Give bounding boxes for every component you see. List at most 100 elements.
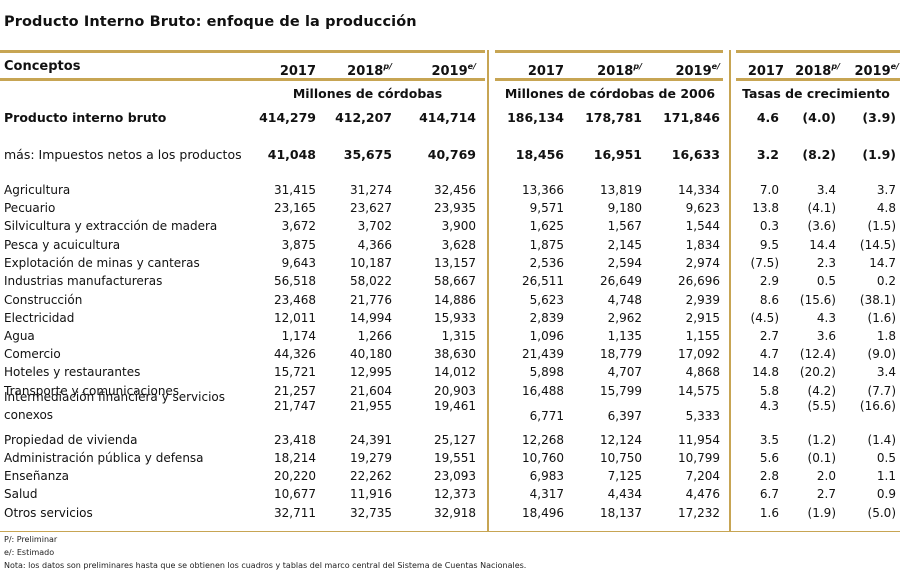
- row-value: 2,594: [607, 256, 642, 270]
- row-value: 26,511: [522, 274, 564, 288]
- table-row: Salud 10,677 11,916 12,373 4,317 4,434 4,476 6.…: [0, 487, 900, 505]
- row-value: 4,868: [685, 365, 720, 379]
- row-value: 4,317: [529, 487, 564, 501]
- table-row: Pecuario 23,165 23,627 23,935 9,571 9,180 9,62…: [0, 201, 900, 219]
- row-label: Producto interno bruto: [4, 110, 167, 125]
- row-value: 18,456: [515, 147, 564, 162]
- row-value: 40,769: [427, 147, 476, 162]
- header-concepts: Conceptos: [4, 59, 81, 74]
- footnote-line: P/: Preliminar: [4, 535, 58, 544]
- row-value: 16,488: [522, 384, 564, 398]
- row-value: 4,707: [607, 365, 642, 379]
- row-value: 7,204: [685, 469, 720, 483]
- table-row: Producto interno bruto 414,279 412,207 414,…: [0, 110, 900, 128]
- table-row: Administración pública y defensa 18,214 19…: [0, 451, 900, 469]
- row-value: (1.6): [867, 311, 896, 325]
- row-value: (5.0): [867, 506, 896, 520]
- row-value: 2.9: [759, 274, 779, 288]
- row-value: 17,092: [678, 347, 720, 361]
- row-value: (12.4): [799, 347, 836, 361]
- row-value: 23,468: [274, 293, 316, 307]
- row-value: (1.9): [862, 147, 896, 162]
- header-g1-2019: 2019e/: [431, 62, 476, 79]
- row-label: Explotación de minas y canteras: [4, 256, 200, 270]
- row-value: 2.0: [816, 469, 836, 483]
- row-value: 2,974: [685, 256, 720, 270]
- row-value: 8.6: [759, 293, 779, 307]
- table-row: Industrias manufactureras 56,518 58,022 58,…: [0, 274, 900, 292]
- row-value: (3.6): [807, 219, 836, 233]
- table-row: Electricidad 12,011 14,994 15,933 2,839 2,962…: [0, 311, 900, 329]
- row-value: 11,916: [350, 487, 392, 501]
- row-value: 7.0: [759, 183, 779, 197]
- header-g1-2017: 2017: [279, 64, 316, 79]
- row-value: 23,627: [350, 201, 392, 215]
- row-value: 178,781: [585, 110, 642, 125]
- row-value: 10,799: [678, 451, 720, 465]
- row-value: 2.7: [816, 487, 836, 501]
- row-value: 40,180: [350, 347, 392, 361]
- row-value: 4,366: [357, 238, 392, 252]
- row-value: 31,415: [274, 183, 316, 197]
- row-value: 4.7: [759, 347, 779, 361]
- table-row: Otros servicios 32,711 32,735 32,918 18,496 1…: [0, 506, 900, 524]
- row-value: 1.1: [876, 469, 896, 483]
- row-value: 1.8: [876, 329, 896, 343]
- footnote-line: e/: Estimado: [4, 548, 55, 557]
- row-value: 16,951: [593, 147, 642, 162]
- row-label: Pesca y acuicultura: [4, 238, 121, 252]
- row-value: 3.5: [759, 433, 779, 447]
- row-value: (1.2): [807, 433, 836, 447]
- row-value: (38.1): [859, 293, 896, 307]
- row-value: 26,649: [600, 274, 642, 288]
- row-value: (4.2): [807, 384, 836, 398]
- table-row: Hoteles y restaurantes 15,721 12,995 14,012…: [0, 365, 900, 383]
- row-value: 2,536: [529, 256, 564, 270]
- row-value: 14.7: [869, 256, 896, 270]
- row-value: (4.5): [750, 311, 779, 325]
- header-rule-bottom-2: [495, 78, 723, 81]
- header-rule-bottom-1: [0, 78, 485, 81]
- row-value: 4,476: [685, 487, 720, 501]
- row-value: (1.9): [807, 506, 836, 520]
- row-label: Otros servicios: [4, 506, 93, 520]
- row-value: 17,232: [678, 506, 720, 520]
- row-value: 4,434: [607, 487, 642, 501]
- row-value: 58,022: [350, 274, 392, 288]
- row-value: 3,628: [441, 238, 476, 252]
- row-value: 38,630: [434, 347, 476, 361]
- row-value: 21,604: [350, 384, 392, 398]
- row-value: 18,214: [274, 451, 316, 465]
- row-value: 23,165: [274, 201, 316, 215]
- row-value: (14.5): [859, 238, 896, 252]
- row-label-continued: conexos: [4, 408, 54, 422]
- row-value: 25,127: [434, 433, 476, 447]
- row-value: 1,834: [685, 238, 720, 252]
- row-value: 1.6: [759, 506, 779, 520]
- row-value: 56,518: [274, 274, 316, 288]
- row-value: (4.1): [807, 201, 836, 215]
- row-value: 15,933: [434, 311, 476, 325]
- row-value: 12,011: [274, 311, 316, 325]
- row-value: 13,819: [600, 183, 642, 197]
- row-value: 9,623: [685, 201, 720, 215]
- row-value: (9.0): [867, 347, 896, 361]
- row-value: 5,333: [685, 409, 720, 423]
- row-value: 12,995: [350, 365, 392, 379]
- row-value: 3,672: [281, 219, 316, 233]
- header-g3-2018: 2018p/: [795, 62, 840, 79]
- header-g2-2017: 2017: [527, 64, 564, 79]
- row-value: 0.9: [876, 487, 896, 501]
- row-value: 4.6: [756, 110, 779, 125]
- header-g1-2018: 2018p/: [347, 62, 392, 79]
- row-value: 1,567: [607, 219, 642, 233]
- row-value: 3.4: [876, 365, 896, 379]
- header-g3-2019: 2019e/: [854, 62, 899, 79]
- row-value: 32,918: [434, 506, 476, 520]
- row-value: 3.7: [876, 183, 896, 197]
- row-value: 6,397: [607, 409, 642, 423]
- row-value: 21,776: [350, 293, 392, 307]
- row-value: 6,771: [529, 409, 564, 423]
- table-row: Intermediación financiera y servicios con…: [0, 390, 900, 423]
- row-value: 20,220: [274, 469, 316, 483]
